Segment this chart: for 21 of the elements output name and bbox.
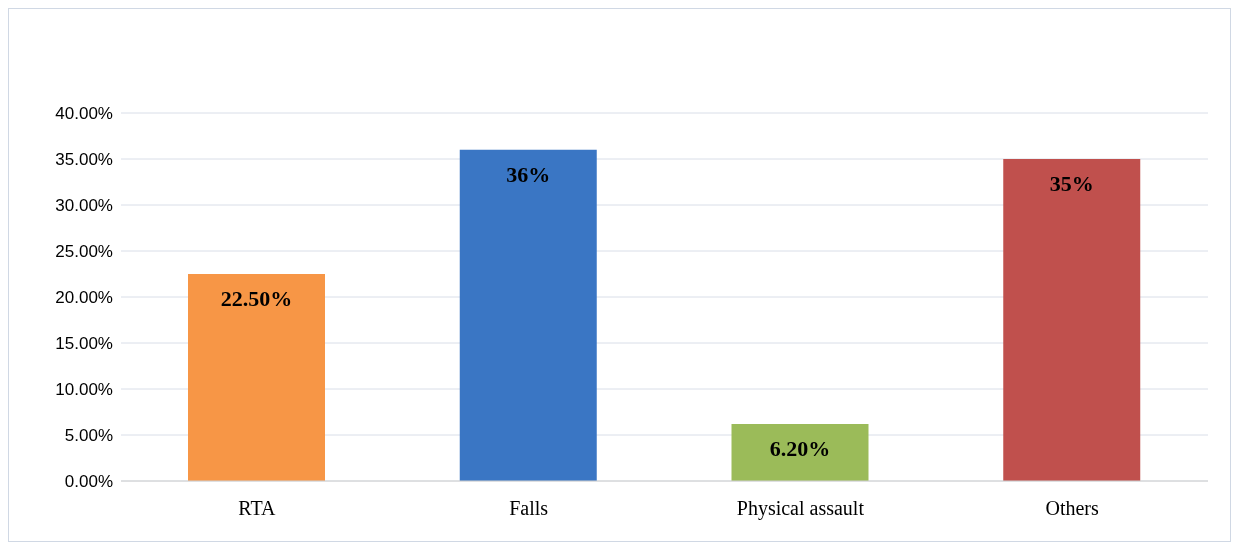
y-tick-label: 0.00%	[64, 472, 113, 492]
x-tick-label: Falls	[509, 497, 549, 520]
y-tick-label: 30.00%	[55, 196, 113, 216]
data-label: 35%	[1049, 171, 1094, 196]
x-tick-label: Physical assault	[736, 497, 865, 521]
y-tick-label: 25.00%	[55, 242, 113, 262]
y-tick-label: 5.00%	[64, 426, 113, 446]
data-label: 22.50%	[220, 286, 293, 311]
y-tick-label: 35.00%	[55, 150, 113, 170]
data-label: 6.20%	[769, 435, 831, 461]
bar	[459, 149, 597, 481]
data-label: 36%	[506, 161, 551, 187]
x-tick-label: RTA	[238, 497, 277, 520]
bar	[1003, 159, 1141, 481]
y-tick-label: 15.00%	[55, 334, 113, 354]
bar	[731, 423, 869, 481]
y-tick-label: 40.00%	[55, 104, 113, 124]
x-tick-label: Others	[1045, 497, 1099, 520]
bar	[188, 274, 325, 481]
y-tick-label: 20.00%	[55, 288, 113, 308]
y-tick-label: 10.00%	[55, 380, 113, 400]
